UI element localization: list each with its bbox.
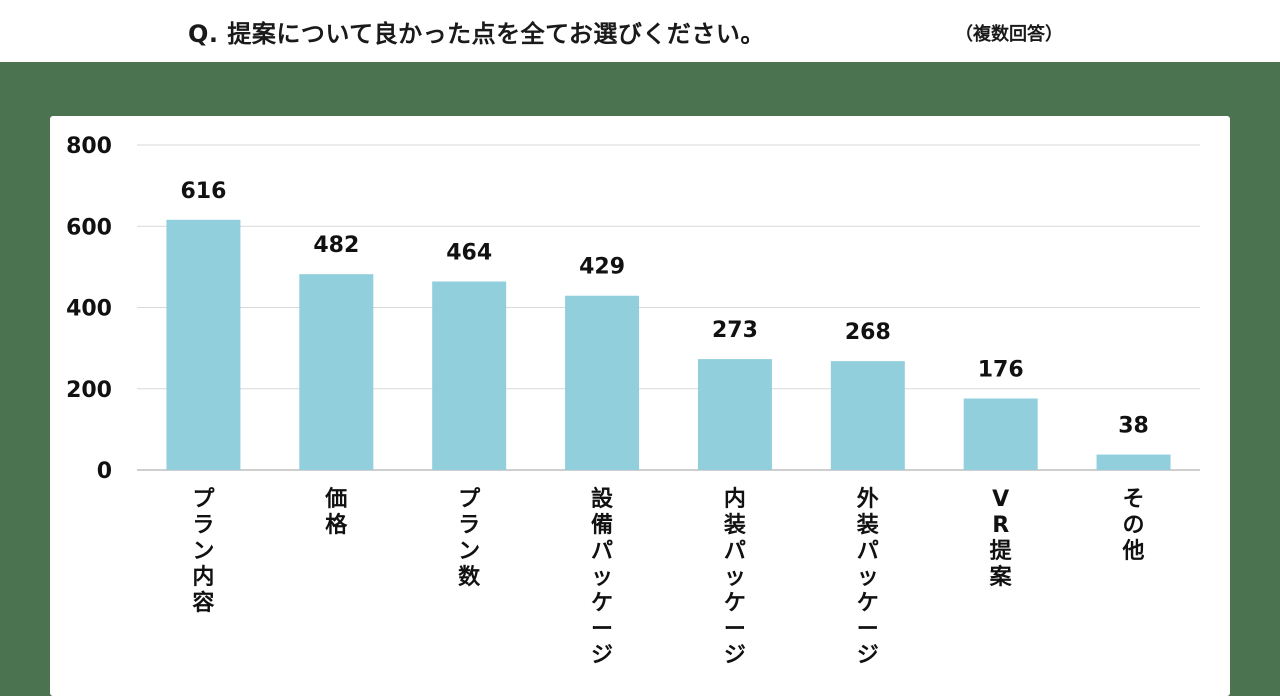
bar <box>963 398 1038 470</box>
category-label: プラン数 <box>458 487 481 590</box>
bar <box>565 295 640 470</box>
bar <box>299 274 374 470</box>
header-bar: Q. 提案について良かった点を全てお選びください。 （複数回答） <box>0 0 1280 62</box>
category-label: 設備パッケージ <box>591 486 614 668</box>
data-label: 38 <box>1118 414 1149 439</box>
category-label: 外装パッケージ <box>857 486 879 668</box>
data-label: 616 <box>180 179 226 204</box>
bar <box>166 219 241 470</box>
bar <box>432 281 507 470</box>
data-label: 429 <box>579 255 625 280</box>
y-tick-label: 400 <box>66 297 112 322</box>
category-label: 価格 <box>324 487 348 538</box>
category-label: その他 <box>1122 487 1145 564</box>
y-tick-label: 800 <box>66 134 112 159</box>
bar <box>697 359 772 470</box>
bar <box>830 361 905 470</box>
data-label: 464 <box>446 241 492 266</box>
bar-chart: 0 200 400 600 800 616 プラン内容 482 価格 464 プラン数 429 設備パッ… <box>66 134 1200 668</box>
data-label: 176 <box>978 358 1024 383</box>
data-label: 273 <box>712 318 758 343</box>
y-tick-label: 600 <box>66 215 112 240</box>
y-tick-label: 0 <box>97 459 112 484</box>
data-label: 268 <box>845 320 891 345</box>
multiple-answer-note: （複数回答） <box>955 24 1063 45</box>
chart-panel: 0 200 400 600 800 616 プラン内容 482 価格 464 プラン数 429 設備パッ… <box>50 116 1230 696</box>
category-label: プラン内容 <box>192 487 215 616</box>
data-label: 482 <box>313 233 359 258</box>
question-title: Q. 提案について良かった点を全てお選びください。 <box>188 20 765 48</box>
y-tick-label: 200 <box>66 378 112 403</box>
bar <box>1096 454 1171 470</box>
category-label: 内装パッケージ <box>724 487 746 668</box>
category-label: V R 提案 <box>989 487 1013 590</box>
